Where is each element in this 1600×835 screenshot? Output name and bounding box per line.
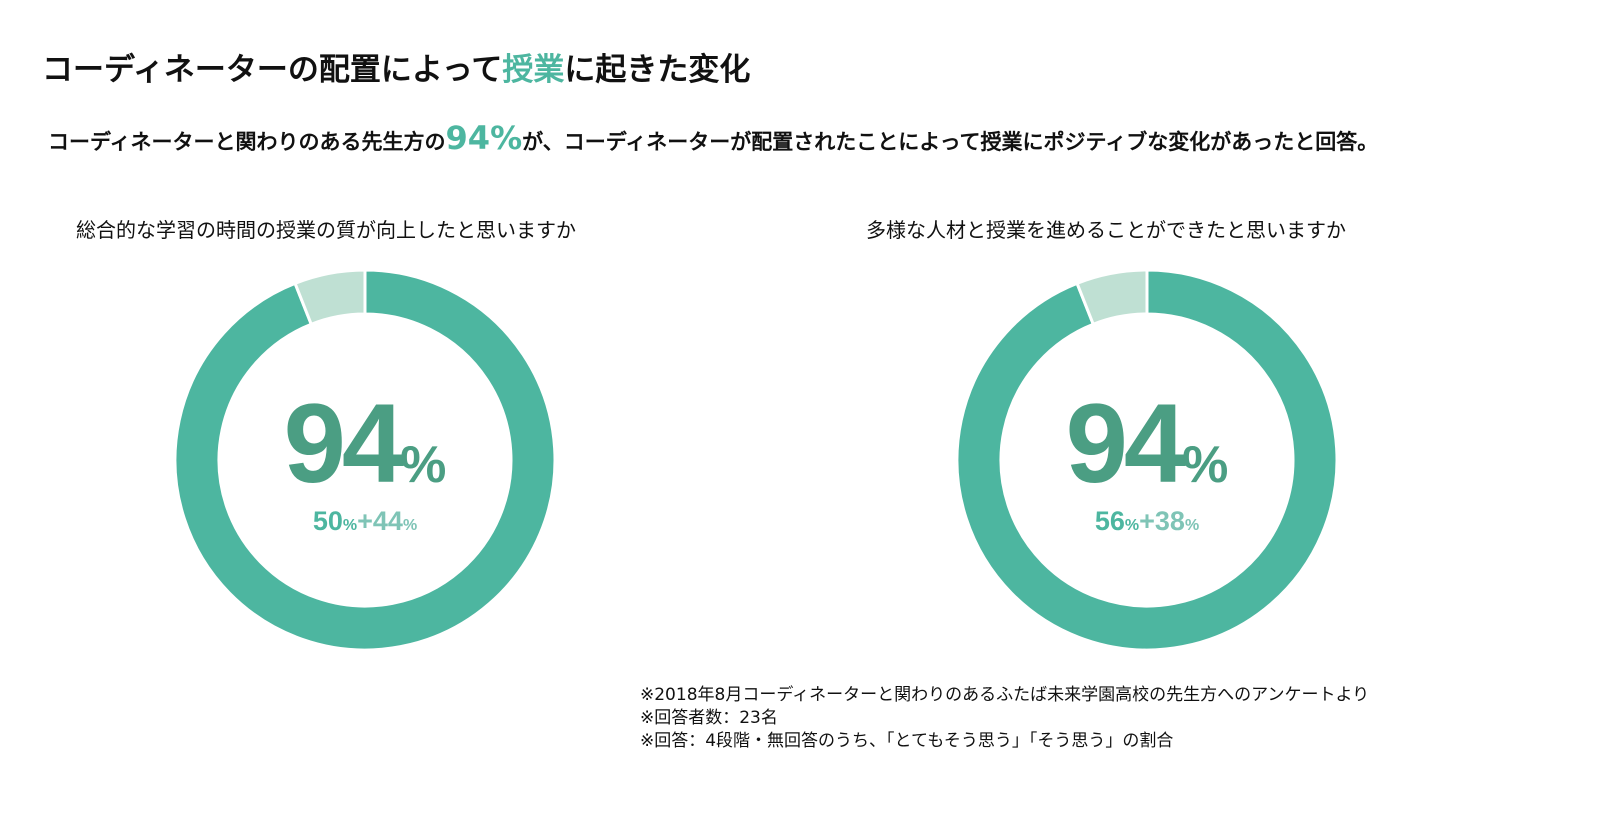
- donut-segment-1-2: [293, 268, 367, 327]
- summary-text-after: が、コーディネーターが配置されたことによって授業にポジティブな変化があったと回答…: [522, 130, 1379, 154]
- donut-segment-1-1: [173, 268, 557, 652]
- donut-svg-1: [173, 268, 557, 652]
- title-highlight: 授業: [502, 52, 565, 88]
- footnotes: ※2018年8月コーディネーターと関わりのあるふたば未来学園高校の先生方へのアン…: [640, 684, 1369, 753]
- title-text-before: コーディネーターの配置によって: [42, 52, 503, 88]
- donut-svg-2: [955, 268, 1339, 652]
- title-text-after: に起きた変化: [564, 52, 751, 88]
- summary-statement: コーディネーターと関わりのある先生方の94%が、コーディネーターが配置されたこと…: [48, 118, 1378, 162]
- summary-highlight: 94%: [445, 119, 523, 157]
- donut-segment-2-2: [1075, 268, 1149, 327]
- question-label-1: 総合的な学習の時間の授業の質が向上したと思いますか: [76, 218, 576, 242]
- footnote-source: ※2018年8月コーディネーターと関わりのあるふたば未来学園高校の先生方へのアン…: [640, 685, 1370, 705]
- question-label-2: 多様な人材と授業を進めることができたと思いますか: [866, 218, 1346, 242]
- donut-segment-2-1: [955, 268, 1339, 652]
- donut-chart-2: 94% 56%+38%: [955, 268, 1339, 652]
- summary-text-before: コーディネーターと関わりのある先生方の: [48, 130, 446, 154]
- page-title: コーディネーターの配置によって授業に起きた変化: [42, 44, 750, 89]
- footnote-respondents: ※回答者数：23名: [640, 708, 778, 728]
- donut-chart-1: 94% 50%+44%: [173, 268, 557, 652]
- footnote-method: ※回答：4段階・無回答のうち、「とてもそう思う」「そう思う」の割合: [640, 731, 1174, 751]
